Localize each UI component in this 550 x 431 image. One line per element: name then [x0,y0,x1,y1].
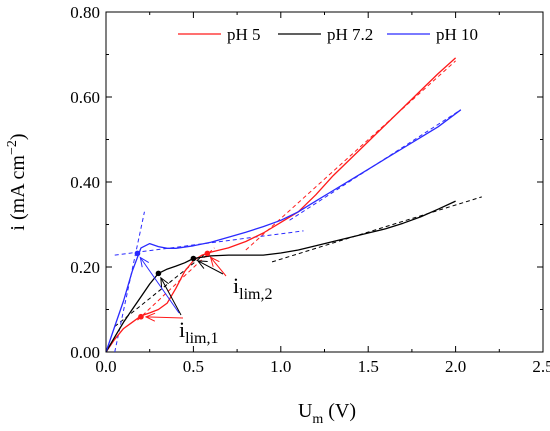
series-line [105,109,462,353]
y-tick-label: 0.80 [70,3,100,22]
fit-line [114,251,208,327]
data-markers [134,250,211,320]
data-point [138,313,144,320]
legend-label: pH 10 [436,25,478,44]
y-tick-label: 0.40 [70,173,100,192]
fit-line [271,196,482,263]
annotation-ilim1: ilim,1 [179,317,218,347]
annotation-ilim2: ilim,2 [233,273,272,303]
series-line [105,200,456,353]
data-point [190,255,197,262]
axis-ticks: 0.0 0.5 1.0 1.5 2.0 2.5 0.00 0.20 0.40 0.60 0.80 [70,3,550,376]
x-tick-label: 2.0 [445,357,466,376]
legend: pH 5 pH 7.2 pH 10 [178,25,478,44]
data-point [204,250,211,257]
fit-line [114,230,304,256]
fit-line [245,60,456,251]
arrow-head [139,256,150,268]
annotation-arrow [197,260,224,275]
x-tick-label: 2.5 [532,357,550,376]
series-line [105,57,457,353]
series-lines [105,57,462,353]
y-tick-label: 0.20 [70,258,100,277]
plot-frame [105,11,544,353]
annotation-arrow [139,257,180,314]
x-tick-label: 1.0 [270,357,291,376]
legend-label: pH 7.2 [327,25,373,44]
arrow-head [160,276,169,288]
annotation-arrows [139,256,227,322]
annotation-arrow [145,316,184,319]
arrow-head [196,260,208,269]
y-axis-title: i (mA cm−2) [5,133,29,230]
x-tick-label: 0.5 [183,357,204,376]
plot-border [105,11,544,353]
y-tick-label: 0.60 [70,88,100,107]
fit-line [137,247,215,321]
data-point [134,250,141,257]
annotation-arrow [210,256,227,277]
annotation-arrow [160,277,182,316]
data-point [155,270,162,277]
x-tick-label: 1.5 [358,357,379,376]
arrow-head [209,256,220,267]
x-axis-title: Um (V) [298,400,356,427]
fit-lines [114,60,482,353]
arrow-head [144,312,156,322]
legend-label: pH 5 [227,25,261,44]
x-tick-label: 0.0 [95,357,116,376]
y-tick-label: 0.00 [70,343,100,362]
